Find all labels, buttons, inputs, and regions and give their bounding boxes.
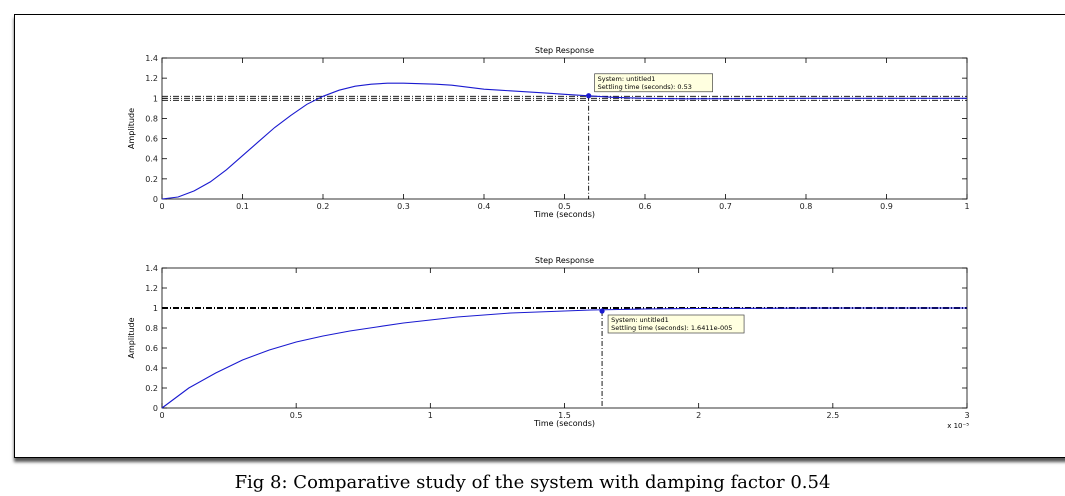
x-tick-label: 1 <box>428 411 433 420</box>
plot-area <box>161 57 968 200</box>
x-tick-label: 0.6 <box>639 202 652 211</box>
settling-time-marker <box>599 308 605 314</box>
y-tick-label: 0.6 <box>145 344 158 353</box>
x-tick-label: 0.1 <box>236 202 249 211</box>
y-tick-label: 1 <box>153 94 158 103</box>
x-tick-label: 0.5 <box>558 202 571 211</box>
y-tick-label: 0.4 <box>145 155 158 164</box>
x-tick-label: 1.5 <box>558 411 571 420</box>
y-tick-label: 1.2 <box>145 284 158 293</box>
x-axis-exponent: x 10⁻⁵ <box>947 422 969 430</box>
step-response-line <box>161 82 967 200</box>
datatip-box <box>594 73 714 93</box>
y-tick-label: 0.8 <box>145 114 158 123</box>
figure-frame <box>14 14 1065 458</box>
x-tick-label: 0.8 <box>800 202 813 211</box>
x-tick-label: 0 <box>159 202 164 211</box>
y-tick-label: 0 <box>153 195 158 204</box>
settling-time-marker <box>586 93 592 99</box>
step-response-figure: 0 0.1 0.2 0.3 0.4 0.5 0.6 0.7 0.8 0.9 100.20.40.60… <box>127 46 970 430</box>
axes: 0 0.5 1 1.5 2 2.5 3 0 0.2 0.4 0.6 0.8 1 1.2 1.4 <box>145 264 969 420</box>
figure-caption: Fig 8: Comparative study of the system w… <box>234 472 831 493</box>
top-step-response-chart: 0 0.1 0.2 0.3 0.4 0.5 0.6 0.7 0.8 0.9 1 0 0.2 0.4 0.6 0… <box>127 46 970 219</box>
y-tick-label: 1 <box>153 304 158 313</box>
x-axis-label: Time (seconds) <box>533 210 595 219</box>
x-tick-label: 0.3 <box>397 202 410 211</box>
x-tick-label: 0.7 <box>719 202 732 211</box>
plot-area <box>161 267 968 409</box>
datatip-system: System: untitled1 <box>598 75 656 83</box>
x-tick-label: 2 <box>696 411 701 420</box>
y-tick-label: 1.4 <box>145 264 158 273</box>
chart-title: Step Response <box>535 46 594 55</box>
x-tick-label: 0.9 <box>880 202 893 211</box>
datatip[interactable]: System: untitled1 Settling time (seconds… <box>607 314 745 334</box>
y-tick-label: 1.2 <box>145 74 158 83</box>
bottom-step-response-chart: 0 0.5 1 1.5 2 2.5 3 0 0.2 0.4 0.6 0.8 1 1.2 1.4 Step R… <box>127 256 970 430</box>
x-tick-label: 2.5 <box>826 411 839 420</box>
y-axis-label: Amplitude <box>127 317 136 358</box>
y-axis-label: Amplitude <box>127 108 136 149</box>
y-tick-label: 0 <box>153 404 158 413</box>
x-tick-label: 0.4 <box>478 202 491 211</box>
y-tick-label: 0.2 <box>145 384 158 393</box>
x-tick-label: 1 <box>964 202 969 211</box>
axes: 0 0.1 0.2 0.3 0.4 0.5 0.6 0.7 0.8 0.9 1 0 0.2 0.4 0.6 0… <box>145 54 969 211</box>
x-axis-label: Time (seconds) <box>533 419 595 428</box>
y-tick-label: 0.8 <box>145 324 158 333</box>
y-tick-label: 0.2 <box>145 175 158 184</box>
x-tick-label: 3 <box>964 411 969 420</box>
chart-title: Step Response <box>535 256 594 265</box>
step-response-line <box>161 307 967 409</box>
y-tick-label: 1.4 <box>145 54 158 63</box>
datatip-settling-time: Settling time (seconds): 1.6411e-005 <box>611 324 732 332</box>
datatip-system: System: untitled1 <box>611 316 669 324</box>
datatip-box <box>607 314 745 334</box>
x-tick-label: 0.5 <box>290 411 303 420</box>
x-tick-label: 0 <box>159 411 164 420</box>
y-tick-label: 0.4 <box>145 364 158 373</box>
x-tick-label: 0.2 <box>317 202 330 211</box>
datatip[interactable]: System: untitled1 Settling time (seconds… <box>594 73 714 93</box>
datatip-settling-time: Settling time (seconds): 0.53 <box>598 83 692 91</box>
y-tick-label: 0.6 <box>145 135 158 144</box>
